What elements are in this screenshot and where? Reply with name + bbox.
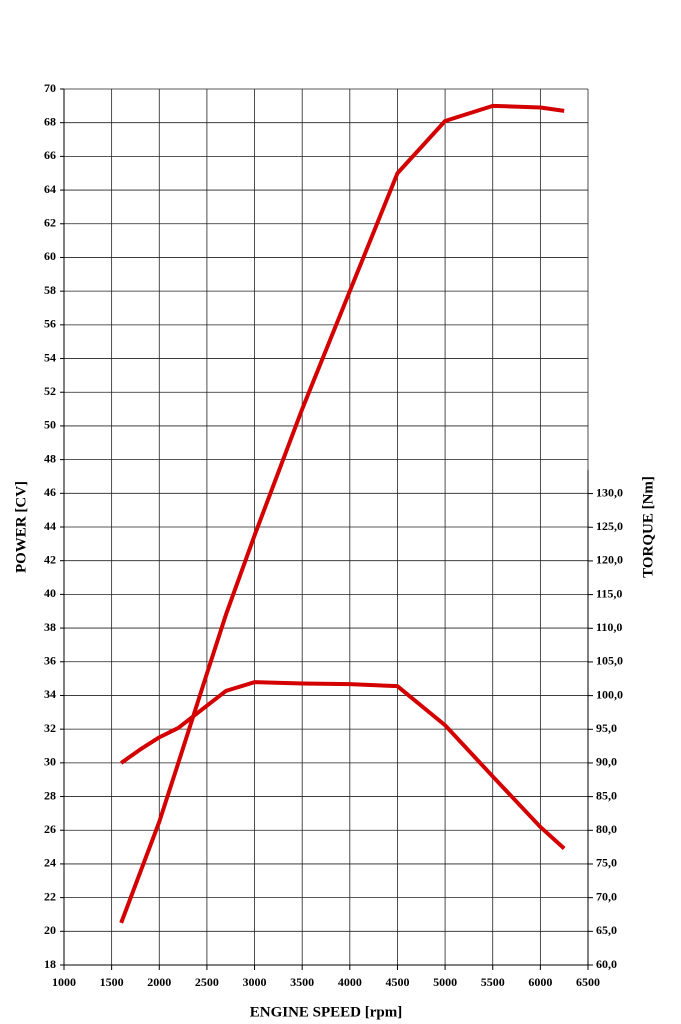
y-tick-label: 24 bbox=[44, 856, 56, 870]
x-tick-label: 3000 bbox=[243, 975, 267, 989]
y-tick-label: 58 bbox=[44, 283, 56, 297]
y2-tick-label: 65,0 bbox=[596, 923, 617, 937]
x-tick-label: 4500 bbox=[385, 975, 409, 989]
y-tick-label: 64 bbox=[44, 182, 56, 196]
y-tick-label: 68 bbox=[44, 114, 56, 128]
y2-tick-label: 85,0 bbox=[596, 788, 617, 802]
y2-tick-label: 70,0 bbox=[596, 889, 617, 903]
y-tick-label: 66 bbox=[44, 148, 56, 162]
y2-tick-label: 130,0 bbox=[596, 485, 623, 499]
y-tick-label: 30 bbox=[44, 755, 56, 769]
y-tick-label: 60 bbox=[44, 249, 56, 263]
x-tick-label: 2000 bbox=[147, 975, 171, 989]
y-tick-label: 52 bbox=[44, 384, 56, 398]
y-tick-label: 40 bbox=[44, 586, 56, 600]
y-tick-label: 44 bbox=[44, 519, 56, 533]
y2-axis-label: TORQUE [Nm] bbox=[640, 476, 656, 578]
y-tick-label: 22 bbox=[44, 889, 56, 903]
y2-tick-label: 125,0 bbox=[596, 519, 623, 533]
y-tick-label: 26 bbox=[44, 822, 56, 836]
x-tick-label: 6000 bbox=[528, 975, 552, 989]
y2-tick-label: 100,0 bbox=[596, 687, 623, 701]
y2-tick-label: 80,0 bbox=[596, 822, 617, 836]
y-tick-label: 36 bbox=[44, 654, 56, 668]
x-tick-label: 5500 bbox=[481, 975, 505, 989]
y-tick-label: 42 bbox=[44, 552, 56, 566]
y2-tick-label: 75,0 bbox=[596, 856, 617, 870]
y2-tick-label: 120,0 bbox=[596, 553, 623, 567]
y-tick-label: 20 bbox=[44, 923, 56, 937]
y-tick-label: 62 bbox=[44, 216, 56, 230]
y-tick-label: 18 bbox=[44, 957, 56, 971]
y-tick-label: 56 bbox=[44, 317, 56, 331]
y2-tick-label: 90,0 bbox=[596, 755, 617, 769]
y-tick-label: 70 bbox=[44, 81, 56, 95]
x-tick-label: 1000 bbox=[52, 975, 76, 989]
series-line bbox=[119, 103, 565, 924]
y-axis-label: POWER [CV] bbox=[13, 481, 29, 573]
y2-tick-label: 105,0 bbox=[596, 654, 623, 668]
y-tick-label: 28 bbox=[44, 788, 56, 802]
y-tick-label: 32 bbox=[44, 721, 56, 735]
y-tick-label: 54 bbox=[44, 350, 56, 364]
x-axis-label: ENGINE SPEED [rpm] bbox=[250, 1004, 403, 1020]
y2-tick-label: 95,0 bbox=[596, 721, 617, 735]
y-tick-label: 48 bbox=[44, 451, 56, 465]
y-tick-label: 50 bbox=[44, 418, 56, 432]
x-tick-label: 4000 bbox=[338, 975, 362, 989]
x-tick-label: 3500 bbox=[290, 975, 314, 989]
y-tick-label: 38 bbox=[44, 620, 56, 634]
x-tick-label: 5000 bbox=[433, 975, 457, 989]
x-tick-label: 2500 bbox=[195, 975, 219, 989]
y-tick-label: 46 bbox=[44, 485, 56, 499]
y2-tick-label: 110,0 bbox=[596, 620, 622, 634]
y2-tick-label: 60,0 bbox=[596, 957, 617, 971]
series-line bbox=[120, 680, 566, 850]
y2-tick-label: 115,0 bbox=[596, 586, 622, 600]
x-tick-label: 6500 bbox=[576, 975, 600, 989]
x-tick-label: 1500 bbox=[100, 975, 124, 989]
y-tick-label: 34 bbox=[44, 687, 56, 701]
